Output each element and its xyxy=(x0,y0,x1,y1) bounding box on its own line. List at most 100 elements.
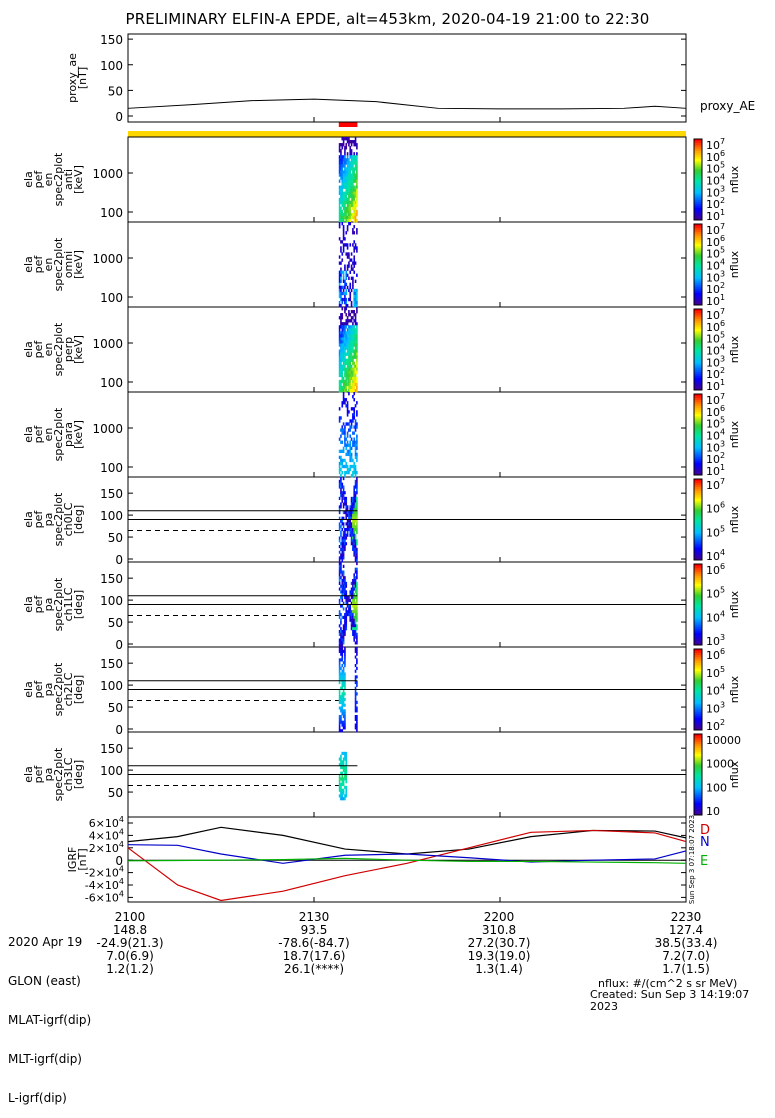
spectrogram-cell xyxy=(353,410,356,414)
spectrogram-cell xyxy=(346,422,349,426)
pa-cell xyxy=(356,641,358,645)
pa-cell xyxy=(340,556,342,560)
pa-cell xyxy=(342,624,345,628)
spectrogram-cell xyxy=(349,222,352,226)
pa-cell xyxy=(344,661,346,665)
spectrogram-cell xyxy=(346,246,349,250)
pa-cell xyxy=(341,545,344,549)
spectrogram-cell xyxy=(350,164,353,168)
spectrogram-cell xyxy=(354,331,357,335)
y-axis-label-pa_ch3-2: pa xyxy=(42,768,55,782)
colorbar-segment xyxy=(694,491,702,494)
colorbar-segment xyxy=(694,141,702,144)
colorbar-segment xyxy=(694,414,702,417)
spectrogram-cell xyxy=(346,370,349,375)
colorbar-segment xyxy=(694,224,702,227)
spectrogram-cell xyxy=(345,331,348,335)
colorbar-segment xyxy=(694,485,702,488)
pa-cell xyxy=(356,720,358,724)
spectrogram-cell xyxy=(345,337,348,341)
pa-cell xyxy=(356,610,358,614)
colorbar-segment xyxy=(694,800,702,804)
spectrogram-cell xyxy=(350,388,353,393)
pa-cell xyxy=(344,757,346,761)
pa-cell xyxy=(340,700,342,704)
spectrogram-cell xyxy=(344,200,346,205)
y-tick-label-proxy_ae-0: 150 xyxy=(100,33,123,47)
pa-cell xyxy=(353,621,356,625)
pa-cell xyxy=(353,533,356,537)
colorbar-tick-spec_anti-3: 104 xyxy=(706,173,725,188)
pa-cell xyxy=(356,596,358,600)
colorbar-segment xyxy=(694,333,702,336)
spectrogram-cell xyxy=(354,137,357,141)
pa-cell xyxy=(356,479,358,483)
colorbar-segment xyxy=(694,671,702,674)
pa-cell xyxy=(344,649,346,653)
spectrogram-cell xyxy=(342,237,345,241)
spectrogram-cell xyxy=(341,461,344,466)
spectrogram-cell xyxy=(349,258,352,262)
spectrogram-cell xyxy=(352,413,354,417)
colorbar-segment xyxy=(694,183,702,186)
spectrogram-cell xyxy=(349,361,352,365)
pa-cell xyxy=(344,621,346,625)
spectrogram-cell xyxy=(342,194,345,199)
spectrogram-cell xyxy=(356,231,358,235)
spectrogram-cell xyxy=(352,316,354,320)
colorbar-segment xyxy=(694,438,702,441)
spectrogram-cell xyxy=(346,228,349,232)
spectrogram-cell xyxy=(341,346,344,350)
spectrogram-cell xyxy=(346,407,349,411)
pa-cell xyxy=(354,610,357,614)
spectrogram-cell xyxy=(340,319,342,323)
info-glon-2200: 310.8 xyxy=(482,923,516,937)
pa-cell xyxy=(348,511,350,515)
spectrogram-cell xyxy=(350,328,353,332)
pa-cell xyxy=(341,664,344,668)
spectrogram-cell xyxy=(353,185,356,189)
spectrogram-cell xyxy=(354,422,357,426)
colorbar-segment xyxy=(694,385,702,389)
y-tick-label-pa_ch0-1: 100 xyxy=(100,509,123,523)
spectrogram-cell xyxy=(345,252,348,256)
pa-cell xyxy=(342,550,345,554)
pa-cell xyxy=(354,479,357,483)
info-label-date: 2020 Apr 19 xyxy=(8,935,83,949)
colorbar-segment xyxy=(694,667,702,670)
spectrogram-cell xyxy=(350,215,353,220)
pa-cell xyxy=(338,536,341,540)
pa-cell xyxy=(345,536,348,540)
spectrogram-cell xyxy=(354,419,357,423)
spectrogram-cell xyxy=(348,340,350,344)
spectrogram-cell xyxy=(346,212,349,217)
spectrogram-cell xyxy=(344,297,346,302)
spectrogram-cell xyxy=(338,416,341,420)
spectrogram-cell xyxy=(344,370,346,375)
pa-cell xyxy=(350,533,353,537)
y-tick-label-igrf-4: -2×104 xyxy=(85,865,124,880)
spectrogram-cell xyxy=(346,382,349,387)
spectrogram-cell xyxy=(338,270,341,274)
spectrogram-cell xyxy=(348,252,350,256)
spectrogram-cell xyxy=(349,370,352,375)
pa-cell xyxy=(352,601,354,605)
spectrogram-cell xyxy=(341,203,344,208)
pa-cell xyxy=(344,627,346,631)
spectrogram-cell xyxy=(340,279,342,284)
colorbar-segment xyxy=(694,527,702,531)
colorbar-segment xyxy=(694,497,702,500)
pa-cell xyxy=(340,658,342,662)
colorbar-segment xyxy=(694,764,702,767)
spectrogram-cell xyxy=(350,143,353,147)
spectrogram-cell xyxy=(350,167,353,171)
pa-cell xyxy=(338,564,341,568)
colorbar-segment xyxy=(694,325,702,328)
pa-cell xyxy=(353,553,356,557)
pa-cell xyxy=(338,649,341,653)
spectrogram-cell xyxy=(353,179,356,183)
colorbar-segment xyxy=(694,248,702,251)
colorbar-segment xyxy=(694,499,702,502)
colorbar-segment xyxy=(694,701,702,705)
igrf-legend-N: N xyxy=(700,835,710,850)
